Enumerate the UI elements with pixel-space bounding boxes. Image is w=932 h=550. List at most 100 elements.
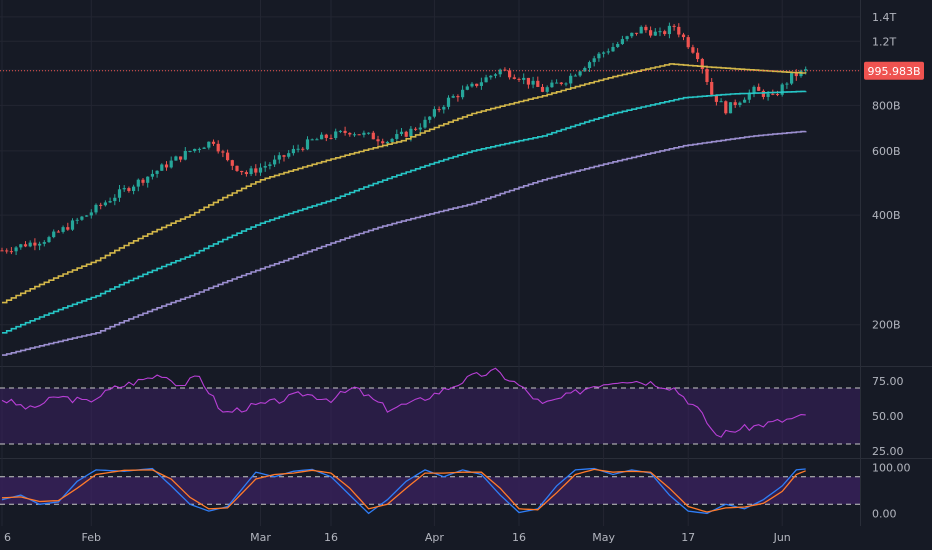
candle-body (338, 130, 342, 132)
candle-body (620, 39, 624, 44)
candle-body (479, 82, 483, 86)
candle-body (19, 244, 23, 248)
candle-body (602, 52, 606, 54)
candle-body (193, 148, 197, 151)
candle-body (85, 215, 89, 217)
candle-body (691, 47, 695, 53)
candle-body (160, 164, 164, 171)
candle-body (334, 131, 338, 138)
candle-body (432, 109, 436, 117)
candle-body (108, 201, 112, 203)
candle-body (536, 80, 540, 87)
candle-body (47, 237, 51, 243)
candle-body (117, 189, 122, 198)
y-tick-label: 800B (872, 99, 901, 112)
candle-body (399, 131, 404, 135)
candle-body (150, 173, 154, 177)
candle-body (164, 164, 169, 168)
candle-body (127, 188, 131, 191)
candle-body (244, 172, 248, 175)
candle-body (174, 156, 178, 161)
candle-body (390, 138, 394, 142)
candle-body (263, 165, 267, 168)
candle-body (785, 83, 789, 85)
candle-body (381, 141, 385, 144)
candle-body (207, 141, 211, 148)
candle-body (136, 179, 140, 187)
candle-body (606, 51, 610, 53)
candle-body (700, 59, 704, 70)
candle-body (611, 46, 615, 52)
candle-body (634, 32, 639, 34)
candle-body (230, 160, 234, 166)
candle-body (550, 82, 554, 88)
candle-body (743, 99, 747, 103)
candle-body (597, 53, 601, 59)
candle-body (371, 132, 375, 140)
candle-body (28, 242, 32, 247)
rsi-line (1, 367, 806, 438)
x-tick-label: 16 (324, 531, 338, 544)
y-tick-label: 400B (872, 209, 901, 222)
candle-body (728, 102, 733, 114)
candle-body (573, 75, 577, 77)
candle-body (423, 119, 427, 128)
candle-body (592, 58, 596, 63)
candle-body (508, 70, 512, 78)
candle-body (705, 69, 709, 82)
candle-body (310, 139, 314, 141)
candle-body (804, 69, 808, 71)
candle-body (714, 94, 718, 102)
candle-body (277, 155, 281, 160)
candle-body (512, 77, 516, 79)
candle-body (202, 147, 206, 149)
candle-body (484, 77, 488, 83)
candle-body (414, 128, 418, 130)
candle-body (578, 71, 582, 76)
candle-body (89, 212, 93, 216)
candle-body (169, 160, 173, 168)
candle-body (658, 31, 662, 33)
candle-body (75, 219, 79, 221)
candle-body (686, 37, 690, 48)
rsi-tick-label: 50.00 (872, 410, 904, 423)
candles (0, 22, 808, 256)
candle-body (404, 131, 408, 137)
candle-body (320, 134, 324, 140)
x-axis-background (0, 527, 932, 550)
candle-body (38, 243, 42, 246)
candle-body (475, 83, 479, 86)
candle-body (517, 78, 521, 80)
candle-body (667, 25, 671, 35)
candle-body (630, 32, 634, 37)
candle-body (52, 231, 56, 238)
candle-body (649, 30, 653, 36)
candle-body (113, 197, 117, 202)
candle-body (352, 134, 357, 136)
candle-body (503, 69, 507, 71)
price-badge (864, 61, 924, 80)
candle-body (681, 34, 686, 38)
candle-body (493, 74, 498, 76)
candle-body (766, 93, 770, 97)
candle-body (587, 62, 592, 69)
stoch-tick-label: 100.00 (872, 462, 911, 475)
moving-average-line (2, 90, 807, 334)
candle-body (780, 84, 784, 95)
candle-body (451, 96, 455, 98)
candle-body (211, 141, 216, 144)
candle-body (752, 86, 756, 93)
x-tick-label: 17 (681, 531, 695, 544)
candle-body (733, 102, 737, 105)
x-tick-label: Feb (82, 531, 101, 544)
candle-body (738, 102, 742, 105)
candle-body (418, 127, 422, 130)
candle-body (301, 148, 305, 150)
candle-body (644, 26, 648, 31)
rsi-tick-label: 25.00 (872, 445, 904, 458)
candle-body (559, 82, 563, 84)
candle-body (94, 204, 98, 213)
x-tick-label: Jun (773, 531, 791, 544)
candle-body (42, 242, 46, 244)
stoch-line (1, 468, 806, 513)
